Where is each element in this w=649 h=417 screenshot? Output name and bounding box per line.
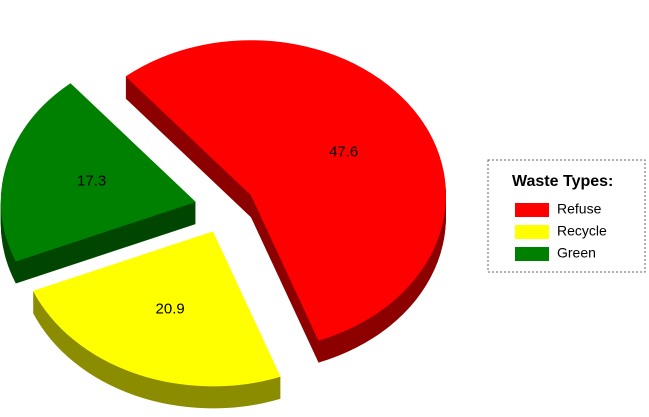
slice — [125, 40, 446, 341]
data-label: 17.3 — [77, 173, 106, 190]
slice — [0, 83, 196, 262]
data-label: 20.9 — [156, 300, 185, 317]
legend-title: Waste Types: — [512, 173, 613, 190]
legend-label: Green — [557, 245, 596, 261]
legend-swatch — [515, 203, 549, 217]
legend-label: Recycle — [557, 223, 607, 239]
slice — [32, 231, 281, 387]
legend-swatch — [515, 225, 549, 239]
slice-group — [32, 231, 281, 409]
legend-swatch — [515, 247, 549, 261]
data-label: 47.6 — [329, 143, 358, 160]
legend-box — [487, 159, 646, 273]
legend-label: Refuse — [557, 201, 602, 217]
slice-group — [0, 83, 196, 284]
slice-group — [125, 40, 446, 363]
